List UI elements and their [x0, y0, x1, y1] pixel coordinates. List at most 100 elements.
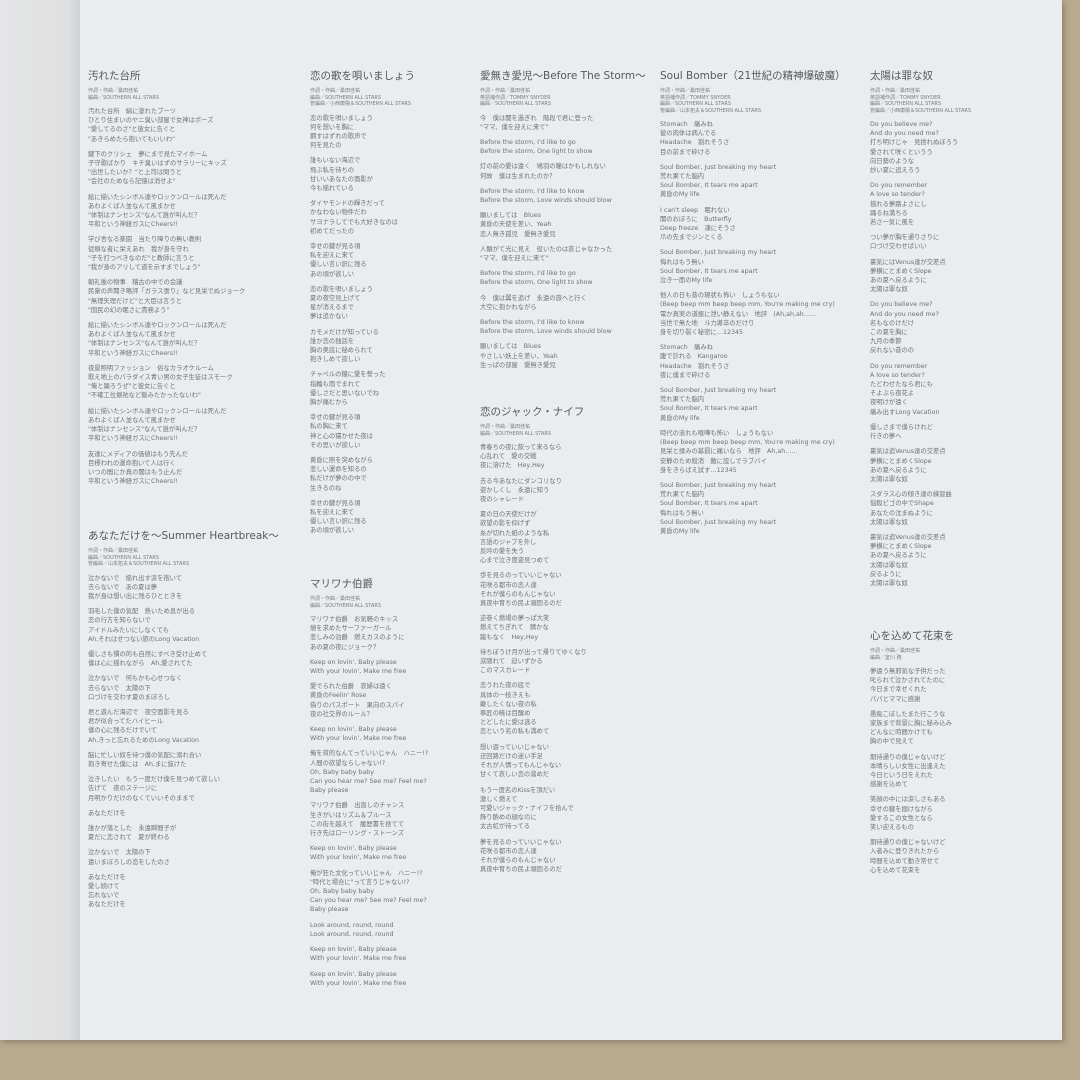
- lyric-line: With your lovin', Make me free: [310, 955, 407, 963]
- lyric-line: "体制はナンセンス"なんて誰が叫んだ？: [88, 212, 201, 220]
- lyric-line: 汚れた台所 絹に塗れたブーツ: [88, 108, 177, 115]
- lyric-line: "ママ、僕を迎えに来て": [480, 123, 549, 131]
- song-credit: 作詞・作曲／桑田佳祐: [870, 648, 921, 654]
- lyric-line: あの夏へ戻るように: [870, 466, 927, 474]
- lyric-line: 行きの夢へ: [870, 433, 902, 441]
- lyric-line: 去らないで 太陽の下: [88, 684, 151, 692]
- lyric-line: Baby please: [310, 787, 349, 795]
- lyric-line: 胸が痛むから: [310, 398, 348, 406]
- lyric-line: Keep on lovin', Baby please: [310, 726, 397, 734]
- lyric-line: 僕の心に残るだけでいて: [88, 727, 158, 735]
- song-credit: 管編曲／小西康陽＆SOUTHERN ALL STARS: [310, 101, 412, 107]
- lyric-line: 願いましては Blues: [480, 343, 541, 351]
- lyric-line: 悲しい運命を知るの: [310, 466, 367, 474]
- stanza: 汚れた台所 絹に塗れたブーツ ひとり住まいのヤニ臭い部屋で女神はポーズ "愛してるの…: [88, 107, 263, 144]
- lyric-line: 期待通りの僕じゃないけど: [870, 839, 946, 847]
- lyric-line: 蹴もなく Hey,Hey: [480, 633, 539, 641]
- song-block: 愛無き愛児～Before The Storm～ 作詞・作曲／桑田佳祐 英語補作詞／T…: [480, 68, 655, 370]
- lyric-line: 戻るように: [870, 570, 902, 578]
- lyric-line: Look around, round, round: [310, 930, 394, 938]
- lyric-line: 太陽は罪な奴: [870, 518, 908, 526]
- lyric-line: 今日という日をえれた: [870, 772, 933, 780]
- lyric-line: Oh, Baby baby baby: [310, 888, 375, 896]
- lyric-line: 君と遊んだ海辺で 夜空面影を見る: [88, 708, 189, 716]
- lyric-line: 夢は追かない: [310, 313, 348, 321]
- lyric-line: 甘くて哀しい恋の溜めだ: [480, 771, 550, 779]
- lyric-line: With your lovin', Make me free: [310, 668, 407, 676]
- lyric-line: 想い遊っていいじゃない: [480, 743, 549, 751]
- lyric-line: 恋の歌を唄いましょう: [310, 114, 373, 122]
- lyric-line: 拳匠の暁は目醒め: [480, 710, 531, 718]
- stanza: 誰もいない海辺で 飛ぶ私を待ちの 甘いいあなたの面影が 今も揺れている: [310, 156, 485, 193]
- stanza: 期待通りの僕じゃないけど 本晴らしい女性に出逢えた 今日という日をえれた 感謝を込めて: [870, 753, 1045, 790]
- stanza: Soul Bomber, Just breaking my heart 悔れはもう…: [660, 248, 835, 285]
- song-credit: 作詞・作曲／桑田佳祐: [870, 88, 921, 94]
- stanza: 裏気は追Venus達の交差点 夢横にとまめくSlope あの夏へ戻るように 太陽は罪な…: [870, 447, 1045, 484]
- stanza: 今 僕は翼を追げ 永遠の旅へと行く 大空に抱かれながら: [480, 294, 655, 312]
- lyric-line: Before the storm, I'd like to go: [480, 138, 576, 146]
- lyric-line: Soul Bomber, It tears me apart: [660, 500, 758, 508]
- lyric-line: 本晴らしい女性に出逢えた: [870, 762, 946, 770]
- stanza: あなただけを 愛し続けて 忘れないで あなただけを: [88, 873, 263, 910]
- lyric-line: もう一度名のKissを頂だい: [480, 786, 556, 794]
- stanza: Before the storm, I'd like to know Before…: [480, 187, 655, 205]
- lyric-line: 欲望の影を仰げず: [480, 520, 531, 528]
- lyric-line: 裏気は追Venus達の交差点: [870, 533, 946, 541]
- stanza: マリワナ伯爵 出直しのチャンス 生きがいはリズム＆ブルース この街を越えて 履歴書を…: [310, 801, 485, 838]
- lyric-line: 幸せの鍵が見る頃: [310, 414, 361, 422]
- lyric-line: Soul Bomber, It tears me apart: [660, 182, 758, 190]
- lyric-line: 愚痴こぼしたまた行こうな: [870, 710, 946, 718]
- lyric-line: 闇のおぼろに Butterfly: [660, 215, 732, 223]
- lyric-line: Keep on lovin', Baby please: [310, 970, 397, 978]
- lyric-line: とどしたに愛は逃る: [480, 719, 537, 727]
- lyric-line: 泣きしたい もう一度だけ僕を見つめて欲しい: [88, 776, 221, 784]
- lyric-line: 心を込めて花束を: [870, 866, 921, 874]
- stanza: マリワナ伯爵 お気軽のキッス 憩を求めたサーファーガール 悲しみの泊爵 燃えカスのよ…: [310, 615, 485, 652]
- song-title: あなただけを～Summer Heartbreak～: [88, 530, 279, 542]
- lyric-line: 平和という神経ガスにCheers!!: [88, 435, 179, 443]
- lyric-line: 絵に描いたシンボル達やロックンロールは死んだ: [88, 193, 227, 201]
- lyric-line: Soul Bomber, Just breaking my heart: [660, 387, 777, 395]
- lyric-line: 遠いまぼろしの恋をしたのさ: [88, 858, 170, 866]
- lyric-line: 当世で無た地 斗力導卒のだけり: [660, 319, 755, 327]
- stanza: 泣かないで 何もかも心せつなく 去らないで 太陽の下 口づけを交わす夏のまぼろし: [88, 674, 263, 702]
- song-block: 恋の歌を唄いましょう 作詞・作曲／桑田佳祐 編曲／SOUTHERN ALL STAR…: [310, 68, 485, 536]
- lyric-line: あの夏へ戻るように: [870, 552, 927, 560]
- lyric-line: 夢横にとまめくSlope: [870, 267, 932, 275]
- lyric-line: 絵に描いたシンボル達やロックンロールは死んだ: [88, 322, 227, 330]
- lyric-line: 羽毛した僕の気配 熱いため息が出る: [88, 608, 196, 616]
- lyric-line: 叱られて泣かされてたのに: [870, 677, 946, 685]
- song-block: 太陽は罪な奴 作詞・作曲／桑田佳祐 英語補作詞／TOMMY SNYDER 編曲／SOU…: [870, 68, 1045, 588]
- lyric-line: Soul Bomber, Just breaking my heart: [660, 518, 777, 526]
- stanza: 灯の前の愛は遠く 鳩羽の瞳はかもしれない 何故 僕は生まれたのか？: [480, 162, 655, 180]
- lyric-line: 裏気にはVenus達が交差点: [870, 258, 946, 266]
- lyric-line: 電か真実の道振に泄い静えない 地評 (Ah,ah,ah……: [660, 310, 817, 318]
- stanza: Soul Bomber, Just breaking my heart 荒れ果てた…: [660, 163, 835, 200]
- lyric-line: あなただけを: [88, 901, 126, 909]
- lyric-line: 飾り酔めの顔なのに: [480, 814, 537, 822]
- lyric-line: 告げて 夜のステージに: [88, 785, 158, 793]
- lyric-line: 愛し続けて: [88, 882, 120, 890]
- stanza: 去る今あなたにダンコリなり 姿かしくし 永遠に知う 夜のシャレード: [480, 477, 655, 505]
- lyric-line: 平和という神経ガスにCheers!!: [88, 478, 179, 486]
- lyric-line: Do you remember: [870, 182, 928, 190]
- lyric-line: 目の前まで砕ける: [660, 148, 711, 156]
- lyric-line: Can you hear me? See me? Feel me?: [310, 897, 427, 905]
- lyric-line: Soul Bomber, It tears me apart: [660, 267, 758, 275]
- lyric-line: 大空に抱かれながら: [480, 303, 537, 311]
- lyric-line: 太陽は罪な奴: [870, 579, 908, 587]
- stanza: 俺を貧的なんてっていいじゃん ハニー!? 人間の欲望ならしゃない!? Oh, Bab…: [310, 749, 485, 795]
- lyric-line: Stomach 痛みね: [660, 121, 713, 128]
- lyric-line: 去らないで あの夏は夢: [88, 583, 158, 591]
- stanza: Before the storm, I'd like to go Before t…: [480, 269, 655, 287]
- lyric-line: 笑顔の中には涙しさもある: [870, 796, 946, 804]
- lyric-line: 揺れる夢路よさにし: [870, 200, 927, 208]
- lyric-line: 燃えてちぎれて 錆かな: [480, 624, 549, 632]
- lyric-line: 願いましては Blues: [480, 212, 541, 220]
- lyric-line: Headache 割れそうさ: [660, 362, 730, 370]
- song-credit: 編曲／SOUTHERN ALL STARS: [480, 430, 552, 437]
- lyric-line: 反吟の愛を失う: [480, 548, 525, 556]
- stanza: Do you believe me? And do you need me? 打ち明…: [870, 120, 1045, 175]
- stanza: 恋の歌を唄いましょう 夏の夜空見上げて 星が消えるまで 夢は追かない: [310, 285, 485, 322]
- song-credit: 作詞・作曲／桑田佳祐: [88, 548, 139, 554]
